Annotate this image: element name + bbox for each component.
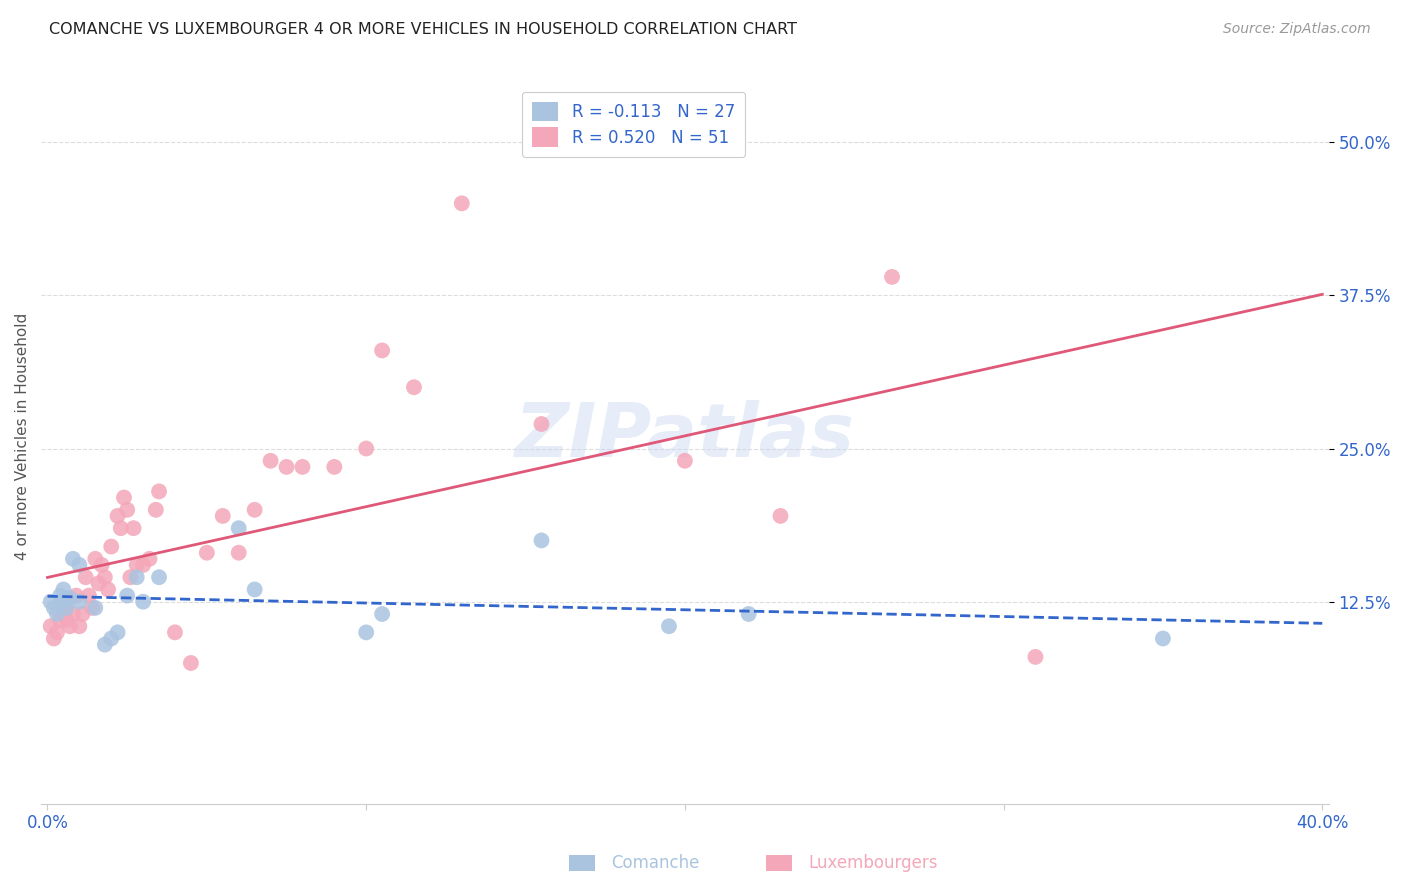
Text: COMANCHE VS LUXEMBOURGER 4 OR MORE VEHICLES IN HOUSEHOLD CORRELATION CHART: COMANCHE VS LUXEMBOURGER 4 OR MORE VEHIC…: [49, 22, 797, 37]
Legend: R = -0.113   N = 27, R = 0.520   N = 51: R = -0.113 N = 27, R = 0.520 N = 51: [522, 92, 745, 157]
Y-axis label: 4 or more Vehicles in Household: 4 or more Vehicles in Household: [15, 312, 30, 560]
Point: [94, 570, 117, 584]
Point: [138, 551, 160, 566]
Point: [87, 576, 110, 591]
Point: [49, 589, 72, 603]
Text: ZIPatlas: ZIPatlas: [515, 400, 855, 473]
Bar: [569, 855, 595, 871]
Point: [195, 546, 218, 560]
Point: [259, 454, 281, 468]
Point: [228, 546, 250, 560]
Point: [39, 619, 62, 633]
Point: [42, 600, 65, 615]
Point: [46, 625, 69, 640]
Point: [450, 196, 472, 211]
Point: [120, 570, 142, 584]
Point: [59, 619, 82, 633]
Point: [94, 638, 117, 652]
Point: [112, 491, 135, 505]
Point: [145, 503, 167, 517]
Point: [737, 607, 759, 621]
Point: [673, 454, 696, 468]
Point: [132, 558, 155, 572]
Point: [291, 459, 314, 474]
Point: [243, 582, 266, 597]
Point: [67, 558, 90, 572]
Point: [371, 607, 394, 621]
Point: [163, 625, 186, 640]
Point: [77, 589, 100, 603]
Text: Luxembourgers: Luxembourgers: [808, 855, 938, 872]
Point: [39, 595, 62, 609]
Point: [110, 521, 132, 535]
Point: [100, 540, 122, 554]
Bar: [766, 855, 792, 871]
Point: [107, 508, 129, 523]
Point: [90, 558, 112, 572]
Point: [72, 607, 94, 621]
Point: [354, 625, 377, 640]
Point: [530, 533, 553, 548]
Point: [75, 570, 97, 584]
Point: [1152, 632, 1174, 646]
Point: [211, 508, 233, 523]
Point: [67, 595, 90, 609]
Point: [371, 343, 394, 358]
Point: [243, 503, 266, 517]
Point: [880, 269, 903, 284]
Point: [52, 607, 75, 621]
Point: [530, 417, 553, 431]
Point: [62, 607, 84, 621]
Point: [107, 625, 129, 640]
Point: [1024, 649, 1046, 664]
Point: [148, 570, 170, 584]
Point: [100, 632, 122, 646]
Point: [82, 600, 104, 615]
Point: [59, 591, 82, 605]
Point: [658, 619, 681, 633]
Point: [49, 613, 72, 627]
Point: [62, 551, 84, 566]
Point: [122, 521, 145, 535]
Point: [228, 521, 250, 535]
Text: Comanche: Comanche: [612, 855, 700, 872]
Point: [46, 607, 69, 621]
Point: [132, 595, 155, 609]
Point: [115, 503, 138, 517]
Text: Source: ZipAtlas.com: Source: ZipAtlas.com: [1223, 22, 1371, 37]
Point: [52, 582, 75, 597]
Point: [323, 459, 346, 474]
Point: [180, 656, 202, 670]
Point: [402, 380, 425, 394]
Point: [55, 613, 77, 627]
Point: [354, 442, 377, 456]
Point: [125, 558, 148, 572]
Point: [148, 484, 170, 499]
Point: [52, 595, 75, 609]
Point: [84, 551, 107, 566]
Point: [125, 570, 148, 584]
Point: [65, 589, 87, 603]
Point: [97, 582, 120, 597]
Point: [42, 632, 65, 646]
Point: [67, 619, 90, 633]
Point: [115, 589, 138, 603]
Point: [52, 600, 75, 615]
Point: [84, 600, 107, 615]
Point: [769, 508, 792, 523]
Point: [55, 600, 77, 615]
Point: [276, 459, 298, 474]
